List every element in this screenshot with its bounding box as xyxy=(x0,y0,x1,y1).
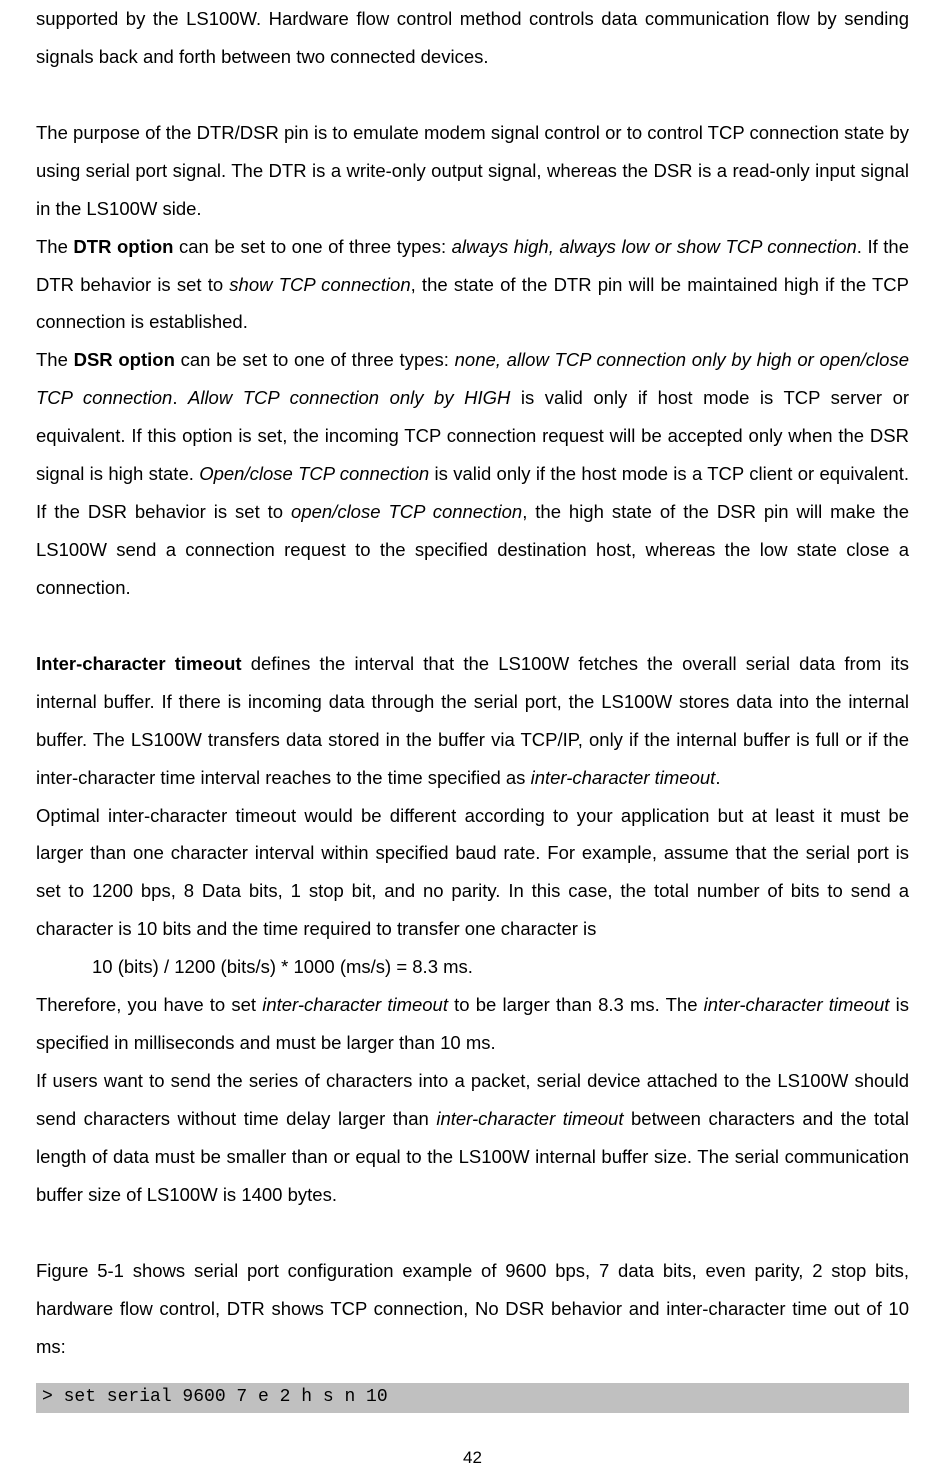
text-italic: open/close TCP connection xyxy=(291,501,522,522)
paragraph-dtr-option: The DTR option can be set to one of thre… xyxy=(36,228,909,342)
text: . xyxy=(715,767,720,788)
paragraph-packet-series: If users want to send the series of char… xyxy=(36,1062,909,1214)
text: can be set to one of three types: xyxy=(173,236,451,257)
paragraph-inter-char-timeout: Inter-character timeout defines the inte… xyxy=(36,645,909,797)
text: The xyxy=(36,236,73,257)
text-bold: DSR option xyxy=(74,349,175,370)
text: The purpose of the DTR/DSR pin is to emu… xyxy=(36,122,909,219)
paragraph-optimal-timeout: Optimal inter-character timeout would be… xyxy=(36,797,909,949)
text-italic: show TCP connection xyxy=(229,274,410,295)
paragraph-flow-control: supported by the LS100W. Hardware flow c… xyxy=(36,0,909,76)
paragraph-therefore: Therefore, you have to set inter-charact… xyxy=(36,986,909,1062)
text: . xyxy=(172,387,188,408)
text: Optimal inter-character timeout would be… xyxy=(36,805,909,940)
text-italic: inter-character timeout xyxy=(436,1108,623,1129)
spacer xyxy=(36,607,909,645)
text-italic: inter-character timeout xyxy=(531,767,716,788)
paragraph-dtr-dsr-intro: The purpose of the DTR/DSR pin is to emu… xyxy=(36,114,909,228)
text-bold: DTR option xyxy=(73,236,173,257)
text: to be larger than 8.3 ms. The xyxy=(448,994,704,1015)
text-bold: Inter-character timeout xyxy=(36,653,242,674)
text: 10 (bits) / 1200 (bits/s) * 1000 (ms/s) … xyxy=(92,956,473,977)
text: can be set to one of three types: xyxy=(175,349,455,370)
text: Figure 5-1 shows serial port configurati… xyxy=(36,1260,909,1357)
text: supported by the LS100W. Hardware flow c… xyxy=(36,8,909,67)
text-italic: inter-character timeout xyxy=(262,994,448,1015)
text-italic: always high, always low or show TCP conn… xyxy=(452,236,857,257)
text: Therefore, you have to set xyxy=(36,994,262,1015)
code-example: > set serial 9600 7 e 2 h s n 10 xyxy=(36,1383,909,1412)
text-italic: inter-character timeout xyxy=(704,994,890,1015)
spacer xyxy=(36,1214,909,1252)
page-number: 42 xyxy=(36,1441,909,1475)
paragraph-figure-5-1-intro: Figure 5-1 shows serial port configurati… xyxy=(36,1252,909,1366)
text-italic: Open/close TCP connection xyxy=(199,463,429,484)
text: The xyxy=(36,349,74,370)
spacer xyxy=(36,76,909,114)
text-italic: Allow TCP connection only by HIGH xyxy=(188,387,510,408)
paragraph-dsr-option: The DSR option can be set to one of thre… xyxy=(36,341,909,606)
calculation-line: 10 (bits) / 1200 (bits/s) * 1000 (ms/s) … xyxy=(36,948,909,986)
